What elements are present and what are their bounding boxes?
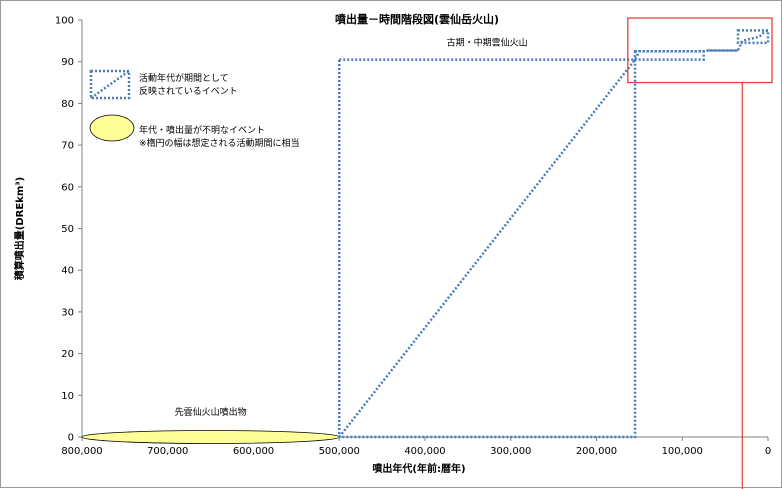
y-tick-label: 60 (61, 182, 74, 193)
event-box-label: 古期・中期雲仙火山 (447, 37, 528, 49)
legend-ellipse (89, 114, 135, 142)
x-axis-title: 噴出年代(年前:暦年) (372, 462, 465, 475)
legend-label: 活動年代が期間として (139, 72, 229, 84)
event-box (338, 58, 637, 439)
x-tick-label: 500,000 (319, 446, 360, 457)
series-line (338, 29, 769, 438)
legend-label: 反映されているイベント (139, 85, 238, 97)
event-box (633, 50, 705, 61)
legend-diagonal (90, 69, 130, 100)
x-tick-label: 700,000 (147, 446, 188, 457)
legend-dotted-box (89, 69, 131, 100)
chart-title: 噴出量－時間階段図(雲仙岳火山) (335, 12, 499, 26)
legend-label: ※楕円の幅は想定される活動期間に相当 (139, 137, 300, 149)
x-tick-label: 100,000 (662, 446, 703, 457)
y-tick-label: 100 (55, 16, 74, 27)
x-tick-label: 600,000 (233, 446, 274, 457)
y-tick-label: 0 (68, 433, 74, 444)
y-tick-label: 70 (61, 141, 74, 152)
y-tick-label: 30 (61, 307, 74, 318)
x-tick-label: 0 (765, 446, 771, 457)
x-tick-label: 800,000 (61, 446, 102, 457)
highlight-box (627, 17, 773, 84)
legend-label: 年代・噴出量が不明なイベント (139, 124, 265, 136)
ellipse-event-label: 先雲仙火山噴出物 (175, 406, 247, 418)
y-tick-label: 90 (61, 57, 74, 68)
x-tick-label: 200,000 (576, 446, 617, 457)
event-box (736, 29, 770, 45)
x-tick-label: 300,000 (490, 446, 531, 457)
y-tick-label: 20 (61, 349, 74, 360)
y-tick-label: 10 (61, 391, 74, 402)
x-tick-label: 400,000 (404, 446, 445, 457)
y-tick-label: 40 (61, 266, 74, 277)
y-tick-label: 80 (61, 99, 74, 110)
y-axis-title: 積算噴出量(DREkm³) (13, 177, 26, 281)
y-tick-label: 50 (61, 224, 74, 235)
ellipse-event (81, 430, 340, 444)
